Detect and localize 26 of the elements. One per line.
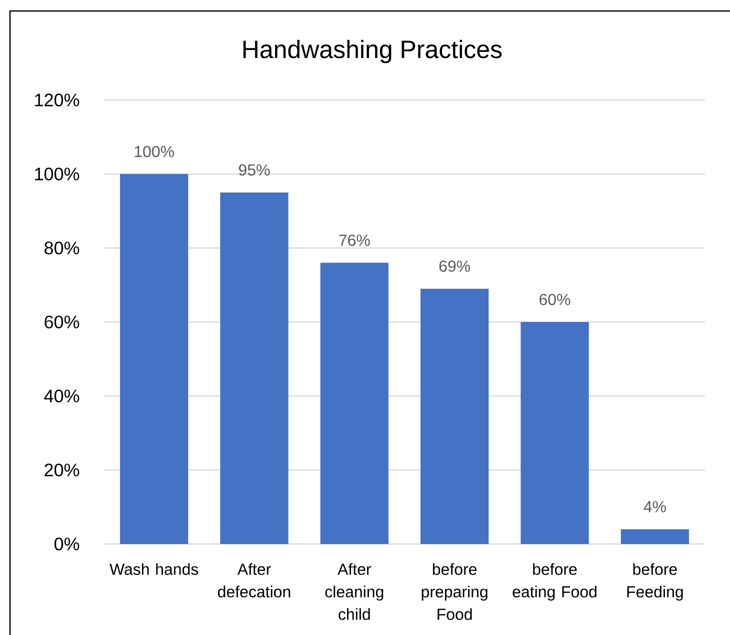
x-tick-label: before Feeding xyxy=(627,563,683,601)
y-tick-label: 120% xyxy=(35,94,80,106)
bar xyxy=(420,288,489,544)
bar xyxy=(120,174,188,544)
y-tick-label: 100% xyxy=(35,168,80,180)
x-tick-label: After defecation xyxy=(218,563,290,598)
bar xyxy=(220,192,288,544)
data-label: 60% xyxy=(540,294,570,306)
x-tick-label: before preparing Food xyxy=(422,563,488,620)
data-label: 69% xyxy=(439,260,470,272)
y-tick-label: 80% xyxy=(44,242,80,254)
data-label: 4% xyxy=(644,501,666,512)
data-label: 95% xyxy=(238,164,270,176)
x-tick-label: before eating Food xyxy=(512,563,596,601)
bar xyxy=(520,322,589,544)
bar xyxy=(320,262,388,544)
y-tick-label: 60% xyxy=(44,316,80,328)
y-tick-label: 20% xyxy=(44,464,80,476)
data-label: 76% xyxy=(339,234,370,246)
y-tick-label: 40% xyxy=(44,390,80,402)
x-tick-label: After cleaning child xyxy=(325,563,384,620)
bar xyxy=(620,529,689,544)
x-tick-label: Wash hands xyxy=(110,563,198,575)
y-tick-label: 0% xyxy=(54,538,80,550)
chart-title: Handwashing Practices xyxy=(243,40,502,64)
data-label: 100% xyxy=(134,146,174,158)
